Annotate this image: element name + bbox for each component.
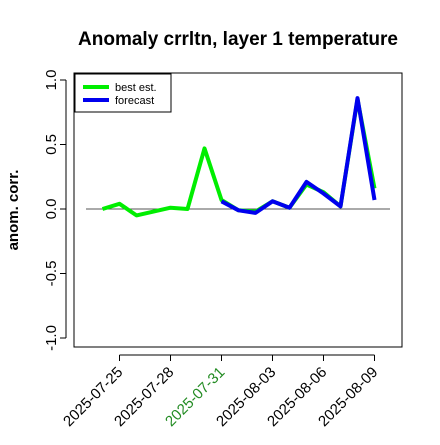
- y-tick-label: -0.5: [43, 261, 60, 287]
- chart-title: Anomaly crrltn, layer 1 temperature: [78, 29, 398, 50]
- y-tick-label: 1.0: [43, 70, 60, 91]
- series-lines: [102, 98, 374, 215]
- y-tick-label: 0.5: [43, 134, 60, 155]
- y-tick-label: 0.0: [43, 199, 60, 220]
- legend-label: best est.: [115, 82, 157, 94]
- axes: -1.0-0.50.00.51.02025-07-252025-07-28202…: [43, 70, 390, 431]
- series-line-forecast: [222, 98, 375, 213]
- legend-label: forecast: [115, 95, 154, 107]
- y-axis-label: anom. corr.: [5, 170, 22, 251]
- legend: best est.forecast: [75, 74, 171, 112]
- series-line-best-est: [103, 99, 375, 215]
- y-tick-label: -1.0: [43, 325, 60, 351]
